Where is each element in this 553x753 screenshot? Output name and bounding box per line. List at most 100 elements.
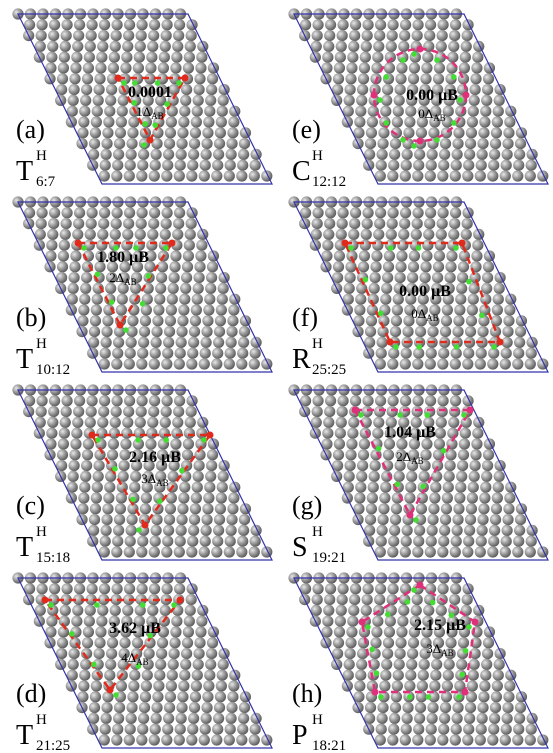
vertex-atom [407, 512, 414, 519]
atom [161, 218, 172, 229]
delta-sub: AB [156, 478, 169, 488]
atom [450, 546, 461, 557]
atom [91, 492, 102, 503]
atom [461, 229, 472, 240]
edge-atom [451, 74, 457, 80]
atom [502, 138, 513, 149]
atom [126, 525, 137, 536]
atom [101, 337, 112, 348]
atom [61, 406, 72, 417]
atom [111, 207, 122, 218]
atom [457, 460, 468, 471]
atom [397, 240, 408, 251]
atom [122, 417, 133, 428]
atom [525, 734, 536, 745]
atom [475, 734, 486, 745]
atom [46, 616, 57, 627]
atom [515, 326, 526, 337]
atom [196, 616, 207, 627]
atom [395, 648, 406, 659]
atom [401, 348, 412, 359]
atom [405, 670, 416, 681]
atom [125, 724, 136, 735]
atom [239, 514, 250, 525]
atom [179, 294, 190, 305]
panel: 1.80 μB2ΔAB(b)TH10:12 [12, 196, 272, 378]
atom [434, 250, 445, 261]
atom [372, 52, 383, 63]
atom [180, 659, 191, 670]
atom [452, 713, 463, 724]
atom [98, 30, 109, 41]
moment: 2.16 μB [129, 449, 181, 466]
atom [478, 691, 489, 702]
atom [388, 536, 399, 547]
atom [68, 95, 79, 106]
atom [389, 713, 400, 724]
atom [461, 41, 472, 52]
atom [406, 471, 417, 482]
atom [84, 616, 95, 627]
atom [387, 207, 398, 218]
atom [425, 358, 436, 369]
atom [375, 583, 386, 594]
atom [469, 95, 480, 106]
atom [59, 52, 70, 63]
atom [512, 734, 523, 745]
atom [458, 637, 469, 648]
panel: 0.00011ΔAB(a)TH6:7 [12, 8, 272, 190]
atom [179, 670, 190, 681]
atom [505, 106, 516, 117]
atom [186, 207, 197, 218]
moment: 0.00 μB [406, 87, 458, 104]
atom [85, 41, 96, 52]
atom [345, 84, 356, 95]
atom [452, 514, 463, 525]
atom [466, 315, 477, 326]
atom [324, 218, 335, 229]
atom [416, 503, 427, 514]
atom [472, 428, 483, 439]
atom [99, 583, 110, 594]
atom [191, 116, 202, 127]
atom [402, 326, 413, 337]
atom [202, 315, 213, 326]
atom [324, 406, 335, 417]
atom [335, 52, 346, 63]
atom [135, 229, 146, 240]
atom [216, 304, 227, 315]
delta-value: 2Δ [109, 270, 124, 285]
atom [155, 659, 166, 670]
atom [186, 734, 197, 745]
atom [218, 95, 229, 106]
delta: 2ΔAB [109, 270, 136, 287]
atom [57, 637, 68, 648]
panel: 2.15 μB3ΔAB(h)PH18:21 [288, 572, 548, 753]
atom [211, 358, 222, 369]
atom [149, 358, 160, 369]
atom [201, 713, 212, 724]
atom [186, 583, 197, 594]
atom [452, 138, 463, 149]
edge-atom [383, 74, 389, 80]
atom [494, 95, 505, 106]
atom [414, 525, 425, 536]
atom [470, 84, 481, 95]
atom [467, 680, 478, 691]
atom [434, 62, 445, 73]
atom [151, 149, 162, 160]
atom [429, 680, 440, 691]
atom [111, 734, 122, 745]
atom [201, 138, 212, 149]
atom [136, 218, 147, 229]
atom [413, 160, 424, 171]
atom [347, 52, 358, 63]
vertex-atom [177, 597, 184, 604]
atom [479, 680, 490, 691]
atom [487, 734, 498, 745]
atom [149, 170, 160, 181]
vertex-atom [359, 619, 366, 626]
atom [186, 19, 197, 30]
atom [478, 503, 489, 514]
atom [365, 138, 376, 149]
